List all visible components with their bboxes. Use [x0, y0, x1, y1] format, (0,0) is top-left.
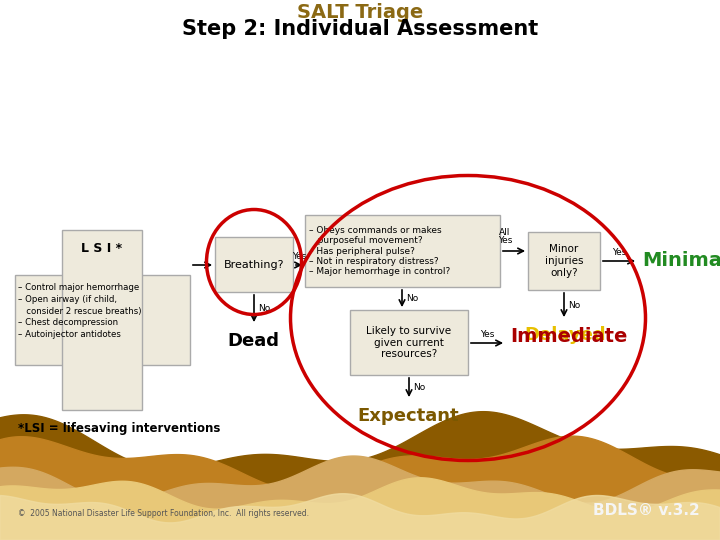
Text: All: All: [499, 228, 510, 237]
Text: Dead: Dead: [227, 332, 279, 350]
Text: Delayed: Delayed: [524, 326, 606, 344]
Text: Yes: Yes: [292, 252, 306, 261]
FancyBboxPatch shape: [528, 232, 600, 290]
Text: No: No: [258, 304, 270, 313]
Text: Minimal: Minimal: [642, 252, 720, 271]
Text: Breathing?: Breathing?: [224, 260, 284, 269]
FancyBboxPatch shape: [350, 310, 468, 375]
Text: Yes: Yes: [498, 236, 512, 245]
Text: No: No: [413, 383, 426, 392]
Text: Likely to survive
given current
resources?: Likely to survive given current resource…: [366, 326, 451, 359]
Text: No: No: [406, 294, 418, 303]
FancyBboxPatch shape: [62, 230, 142, 410]
Text: ©  2005 National Disaster Life Support Foundation, Inc.  All rights reserved.: © 2005 National Disaster Life Support Fo…: [18, 509, 309, 518]
Text: *LSI = lifesaving interventions: *LSI = lifesaving interventions: [18, 422, 220, 435]
FancyBboxPatch shape: [15, 275, 190, 365]
Text: Yes: Yes: [480, 330, 494, 339]
Text: – Obeys commands or makes
   purposeful movement?
– Has peripheral pulse?
– Not : – Obeys commands or makes purposeful mov…: [309, 226, 450, 276]
Text: SALT Triage: SALT Triage: [297, 3, 423, 22]
FancyBboxPatch shape: [305, 215, 500, 287]
Text: Yes: Yes: [612, 248, 626, 257]
Text: Minor
injuries
only?: Minor injuries only?: [545, 245, 583, 278]
Text: Expectant: Expectant: [357, 407, 459, 425]
Text: Step 2: Individual Assessment: Step 2: Individual Assessment: [182, 19, 538, 39]
Text: Immediate: Immediate: [510, 327, 627, 346]
Text: L S I *: L S I *: [81, 242, 122, 255]
Text: No: No: [568, 300, 580, 309]
FancyBboxPatch shape: [215, 237, 293, 292]
Text: – Control major hemorrhage
– Open airway (if child,
   consider 2 rescue breaths: – Control major hemorrhage – Open airway…: [18, 283, 142, 339]
Text: BDLS® v.3.2: BDLS® v.3.2: [593, 503, 700, 518]
